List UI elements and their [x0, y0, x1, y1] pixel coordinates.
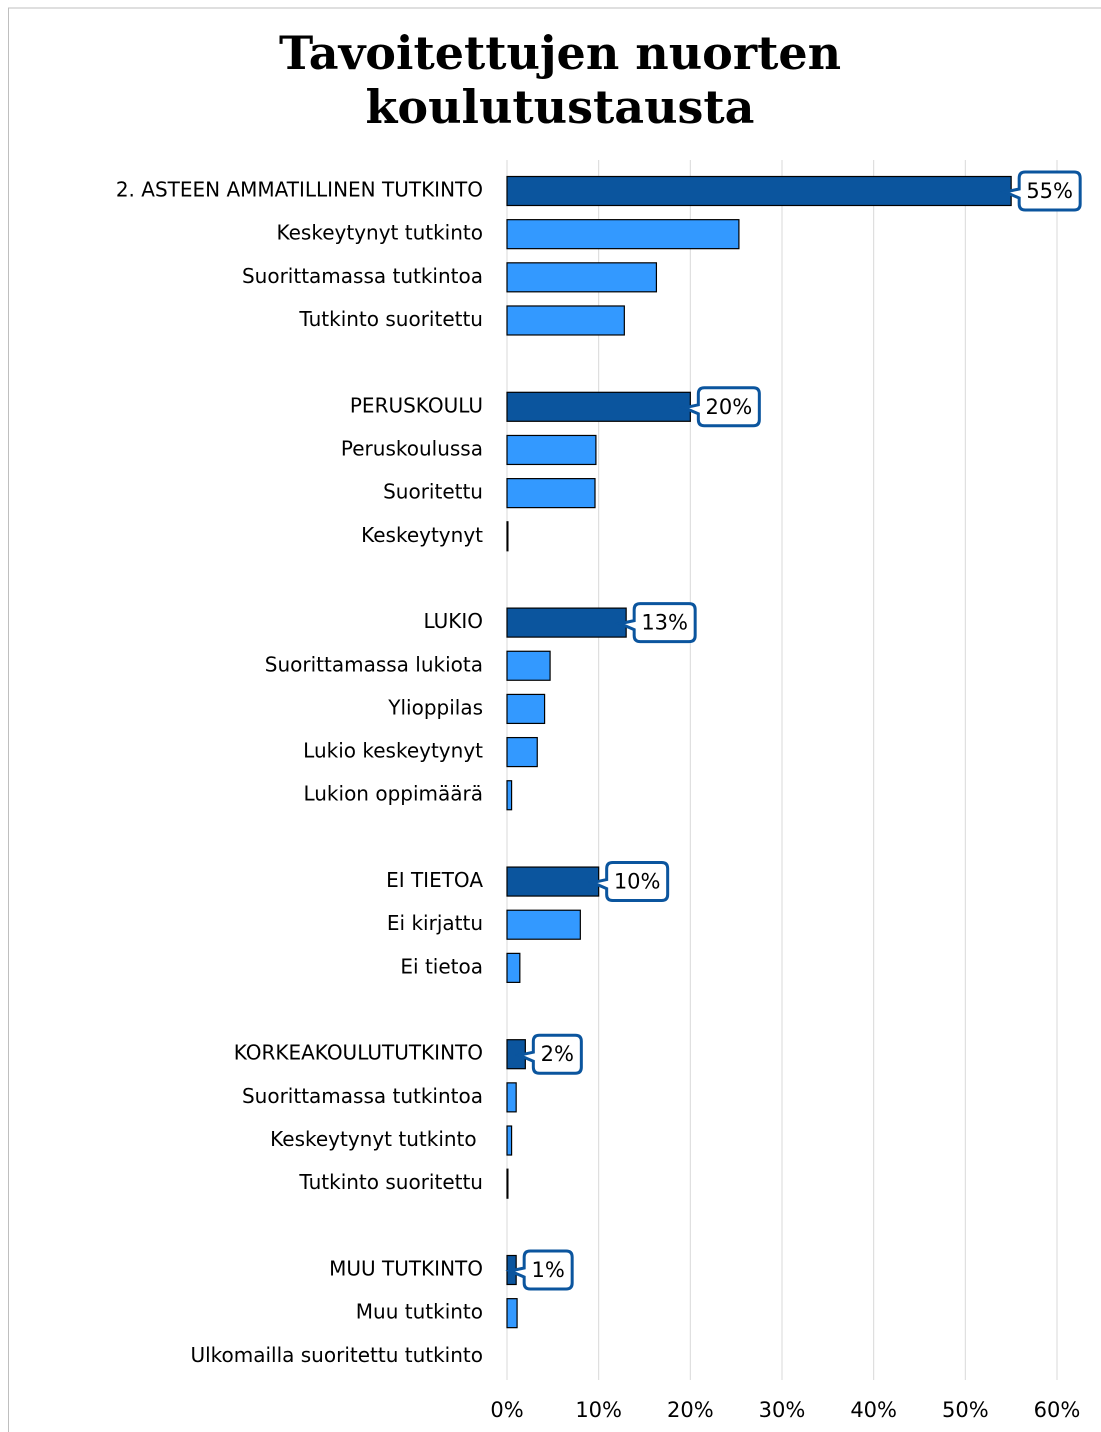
x-tick-label: 50%	[942, 1398, 989, 1422]
y-tick-label: Keskeytynyt	[361, 523, 483, 547]
value-label: 13%	[641, 611, 688, 635]
y-tick-label: Lukio keskeytynyt	[303, 739, 483, 763]
y-tick-label: EI TIETOA	[386, 868, 483, 892]
y-tick-label: KORKEAKOULUTUTKINTO	[234, 1041, 483, 1065]
chart-title: Tavoitettujen nuorten	[279, 26, 841, 80]
value-label: 20%	[705, 395, 752, 419]
label-callout	[587, 861, 670, 903]
label-callout	[514, 1033, 583, 1075]
bar	[506, 736, 538, 768]
bar	[506, 607, 627, 638]
label-callout	[1000, 170, 1082, 212]
bar	[506, 391, 691, 422]
x-tick-label: 20%	[667, 1398, 714, 1422]
bar	[506, 175, 1012, 207]
bar	[506, 434, 597, 466]
y-tick-label: Keskeytynyt tutkinto	[270, 1127, 483, 1151]
y-tick-label: Tutkinto suoritettu	[298, 1170, 483, 1194]
label-callout	[505, 1249, 574, 1291]
bar	[506, 650, 551, 681]
y-tick-label: Keskeytynyt tutkinto	[277, 221, 484, 245]
y-tick-label: MUU TUTKINTO	[329, 1257, 483, 1281]
value-label: 55%	[1026, 179, 1073, 203]
bar	[506, 1082, 517, 1113]
y-tick-label: Ulkomailla suoritettu tutkinto	[190, 1343, 483, 1367]
y-tick-label: Ylioppilas	[387, 695, 483, 719]
value-label: 1%	[532, 1258, 565, 1282]
label-callout	[615, 602, 697, 644]
bar	[506, 478, 596, 509]
bar	[506, 521, 509, 552]
y-tick-label: Lukion oppimäärä	[303, 782, 483, 806]
x-tick-label: 60%	[1034, 1398, 1081, 1422]
y-tick-label: Suoritettu	[383, 480, 483, 504]
chart-title: koulutustausta	[366, 80, 755, 134]
bar	[506, 219, 740, 250]
y-tick-label: 2. ASTEEN AMMATILLINEN TUTKINTO	[116, 178, 483, 202]
bar	[506, 262, 658, 293]
y-tick-label: Tutkinto suoritettu	[298, 307, 483, 331]
bar	[506, 1125, 513, 1156]
x-tick-label: 10%	[575, 1398, 622, 1422]
y-tick-label: Muu tutkinto	[356, 1300, 483, 1324]
y-tick-label: LUKIO	[423, 609, 483, 633]
bar	[506, 1298, 518, 1329]
x-tick-label: 30%	[759, 1398, 806, 1422]
y-tick-label: PERUSKOULU	[350, 393, 483, 417]
y-tick-label: Suorittamassa tutkintoa	[242, 1084, 483, 1108]
bar	[506, 1168, 509, 1199]
bar	[506, 305, 625, 336]
bar	[506, 952, 521, 983]
x-tick-label: 0%	[490, 1398, 523, 1422]
y-tick-label: Suorittamassa tutkintoa	[242, 264, 483, 288]
y-tick-label: Suorittamassa lukiota	[265, 652, 483, 676]
bar	[506, 780, 513, 811]
label-callout	[679, 386, 761, 428]
bar	[506, 693, 546, 725]
y-tick-label: Ei tietoa	[400, 954, 483, 978]
value-label: 2%	[541, 1042, 574, 1066]
bar	[506, 866, 600, 897]
y-tick-label: Ei kirjattu	[387, 911, 483, 935]
x-tick-label: 40%	[850, 1398, 897, 1422]
value-label: 10%	[614, 870, 661, 894]
y-tick-label: Peruskoulussa	[341, 436, 483, 460]
bar	[506, 909, 581, 940]
